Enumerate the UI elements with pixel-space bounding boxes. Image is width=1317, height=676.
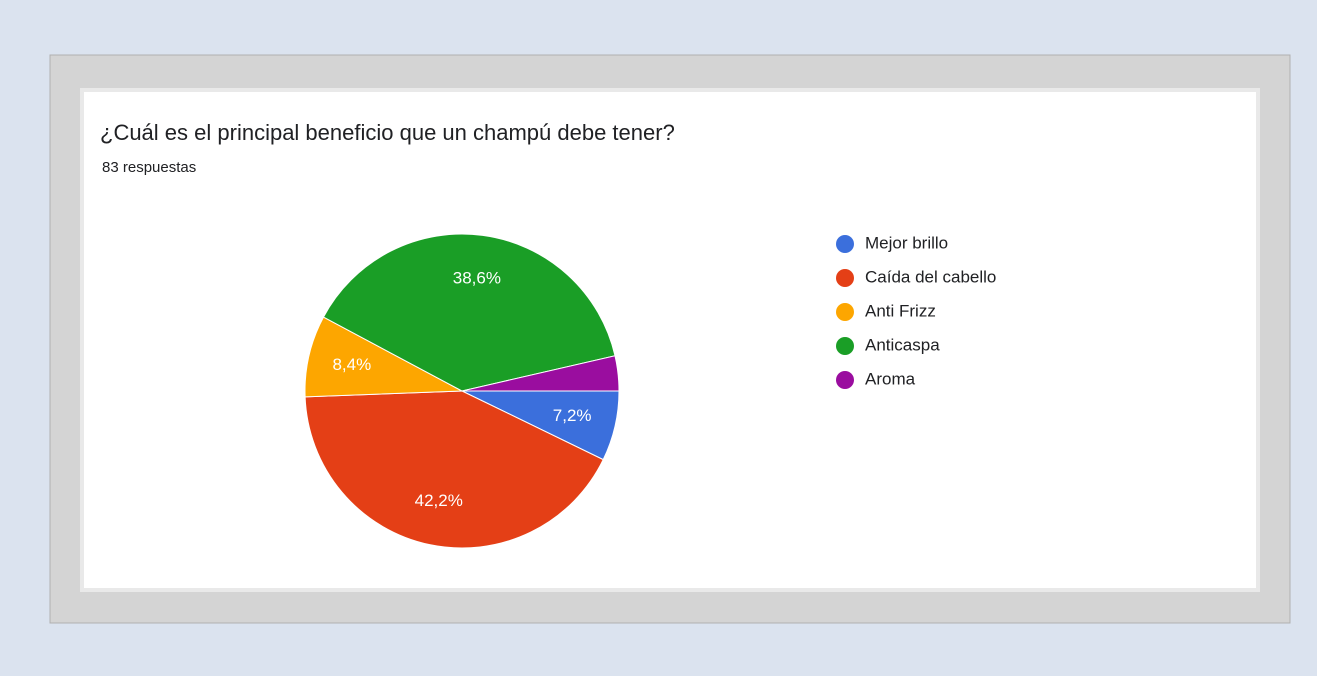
card bbox=[84, 92, 1256, 588]
slice-label: 8,4% bbox=[332, 355, 371, 374]
pie-slice bbox=[461, 355, 620, 392]
pie-slice bbox=[304, 390, 604, 549]
legend-swatch bbox=[836, 337, 854, 355]
slice-label: 7,2% bbox=[553, 406, 592, 425]
slice-label: 38,6% bbox=[453, 268, 501, 287]
legend-swatch bbox=[836, 269, 854, 287]
legend-label: Anticaspa bbox=[865, 335, 940, 354]
chart-subtitle: 83 respuestas bbox=[102, 159, 196, 176]
pie-slice bbox=[322, 233, 616, 392]
legend-label: Anti Frizz bbox=[865, 301, 936, 320]
chart-title: ¿Cuál es el principal beneficio que un c… bbox=[100, 120, 675, 145]
legend-label: Mejor brillo bbox=[865, 233, 948, 252]
legend-swatch bbox=[836, 303, 854, 321]
slice-label: 42,2% bbox=[415, 491, 463, 510]
legend-label: Caída del cabello bbox=[865, 267, 996, 286]
legend-label: Aroma bbox=[865, 369, 916, 388]
legend-swatch bbox=[836, 235, 854, 253]
legend-swatch bbox=[836, 371, 854, 389]
